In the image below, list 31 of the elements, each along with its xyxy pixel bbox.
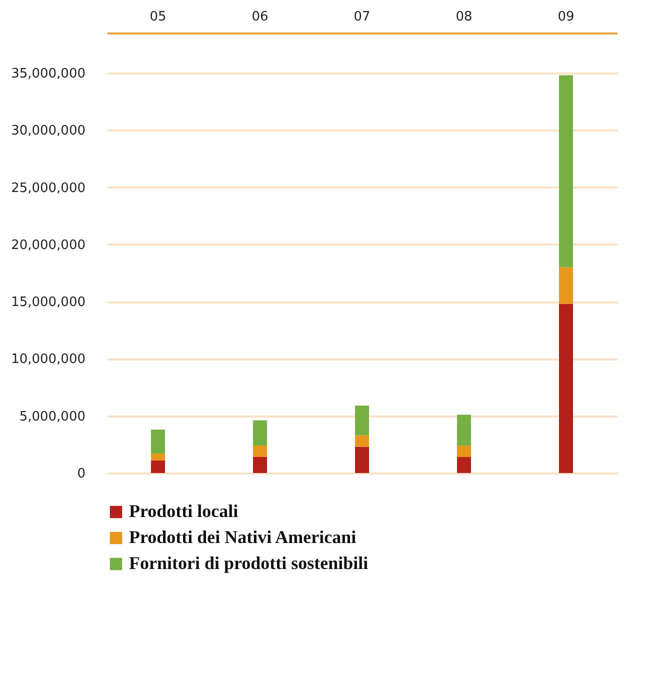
bar <box>559 75 573 268</box>
bar <box>253 457 267 473</box>
legend-label: Fornitori di prodotti sostenibili <box>129 553 368 573</box>
bar <box>151 460 165 473</box>
legend-label: Prodotti dei Nativi Americani <box>129 527 356 547</box>
y-tick-label: 15,000,000 <box>11 295 86 310</box>
bar <box>355 435 369 447</box>
bar <box>457 414 471 446</box>
bar <box>253 420 267 446</box>
bar <box>457 446 471 457</box>
x-tick-label: 05 <box>150 10 166 24</box>
y-tick-label: 10,000,000 <box>11 352 86 368</box>
bar <box>355 406 369 436</box>
x-tick-label: 07 <box>354 10 370 24</box>
bar <box>151 454 165 460</box>
bar <box>151 430 165 454</box>
legend-label: Prodotti locali <box>129 501 238 521</box>
bar <box>253 446 267 457</box>
x-tick-label: 08 <box>456 10 472 24</box>
bar <box>559 304 573 473</box>
bar <box>355 446 369 473</box>
x-tick-label: 06 <box>252 10 268 24</box>
y-tick-label: 25,000,000 <box>11 180 86 196</box>
y-tick-label: 20,000,000 <box>11 238 86 253</box>
y-tick-label: 5,000,000 <box>19 409 86 424</box>
bar <box>559 267 573 304</box>
y-tick-label: 0 <box>77 466 86 482</box>
y-tick-label: 35,000,000 <box>11 66 86 82</box>
x-tick-label: 09 <box>558 10 574 24</box>
bar <box>457 457 471 473</box>
y-tick-label: 30,000,000 <box>11 124 86 139</box>
